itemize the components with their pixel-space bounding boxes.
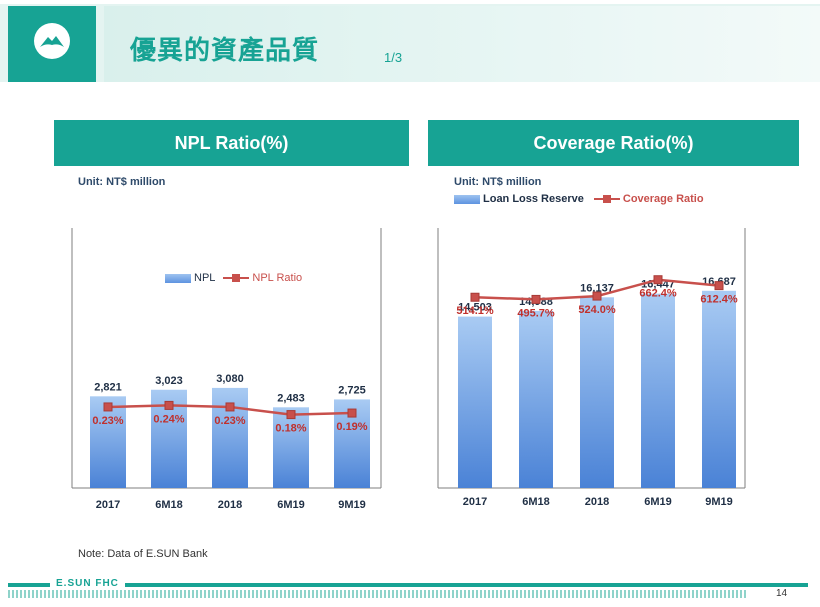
npl-ratio-point (347, 408, 357, 418)
coverage-ratio-point (714, 281, 724, 291)
mountain-logo-icon (34, 23, 70, 59)
npl-category-label: 2018 (218, 499, 242, 511)
legend-bar-swatch (165, 273, 191, 283)
coverage-bar (641, 293, 675, 488)
coverage-legend-line-label: Coverage Ratio (622, 193, 704, 205)
coverage-ratio-label: 495.7% (517, 307, 555, 319)
npl-legend: NPL NPL Ratio (165, 272, 302, 284)
npl-legend-line-label: NPL Ratio (252, 272, 303, 284)
coverage-category-label: 2017 (463, 496, 487, 508)
coverage-ratio-point (592, 291, 602, 301)
title-band (104, 6, 820, 82)
coverage-panel-heading: Coverage Ratio(%) (428, 120, 799, 166)
npl-category-label: 2017 (96, 499, 120, 511)
npl-panel-heading: NPL Ratio(%) (54, 120, 409, 166)
legend-bar-swatch (454, 194, 480, 204)
npl-ratio-point (164, 400, 174, 410)
coverage-ratio-point (531, 294, 541, 304)
npl-ratio-label: 0.18% (275, 423, 306, 435)
npl-unit-label: Unit: NT$ million (78, 176, 166, 188)
page-number: 14 (776, 588, 788, 599)
npl-bar-label: 3,080 (216, 373, 244, 385)
footer-brand: E.SUN FHC (50, 578, 125, 589)
coverage-bar-label: 16,137 (580, 282, 614, 294)
coverage-bar (580, 297, 614, 488)
coverage-legend: Loan Loss Reserve Coverage Ratio (454, 193, 704, 205)
npl-bar (90, 396, 126, 488)
npl-ratio-label: 0.24% (153, 413, 184, 425)
npl-bar (273, 407, 309, 488)
npl-ratio-label: 0.19% (336, 421, 367, 433)
coverage-bar (519, 310, 553, 488)
npl-ratio-label: 0.23% (92, 415, 123, 427)
coverage-bar (458, 316, 492, 488)
coverage-bar (702, 290, 736, 488)
coverage-ratio-point (470, 292, 480, 302)
coverage-ratio-point (653, 275, 663, 285)
npl-ratio-point (225, 402, 235, 412)
npl-bar-label: 2,725 (338, 384, 366, 396)
legend-line-swatch (593, 195, 620, 203)
npl-bar-label: 2,483 (277, 392, 305, 404)
coverage-ratio-label: 662.4% (639, 288, 677, 300)
npl-ratio-label: 0.23% (214, 415, 245, 427)
npl-bar-label: 3,023 (155, 375, 183, 387)
coverage-category-label: 6M19 (644, 496, 672, 508)
logo-box (8, 6, 96, 82)
footer-dots (8, 590, 748, 598)
npl-category-label: 6M19 (277, 499, 305, 511)
npl-ratio-point (103, 402, 113, 412)
coverage-ratio-label: 514.1% (456, 305, 494, 317)
npl-category-label: 9M19 (338, 499, 366, 511)
npl-ratio-point (286, 410, 296, 420)
coverage-category-label: 9M19 (705, 496, 733, 508)
legend-line-swatch (223, 274, 250, 282)
coverage-category-label: 2018 (585, 496, 609, 508)
coverage-legend-bar-label: Loan Loss Reserve (483, 193, 584, 205)
page-title-suffix: 1/3 (384, 50, 403, 65)
npl-category-label: 6M18 (155, 499, 183, 511)
coverage-category-label: 6M18 (522, 496, 550, 508)
coverage-ratio-label: 524.0% (578, 304, 616, 316)
footnote: Note: Data of E.SUN Bank (78, 548, 208, 560)
coverage-bar-label: 14,503 (458, 302, 492, 314)
coverage-ratio-label: 612.4% (700, 294, 738, 306)
coverage-unit-label: Unit: NT$ million (454, 176, 542, 188)
footer-line (8, 583, 808, 587)
npl-legend-bar-label: NPL (194, 272, 216, 284)
npl-bar-label: 2,821 (94, 381, 122, 393)
page-title: 優異的資產品質 (130, 36, 320, 66)
